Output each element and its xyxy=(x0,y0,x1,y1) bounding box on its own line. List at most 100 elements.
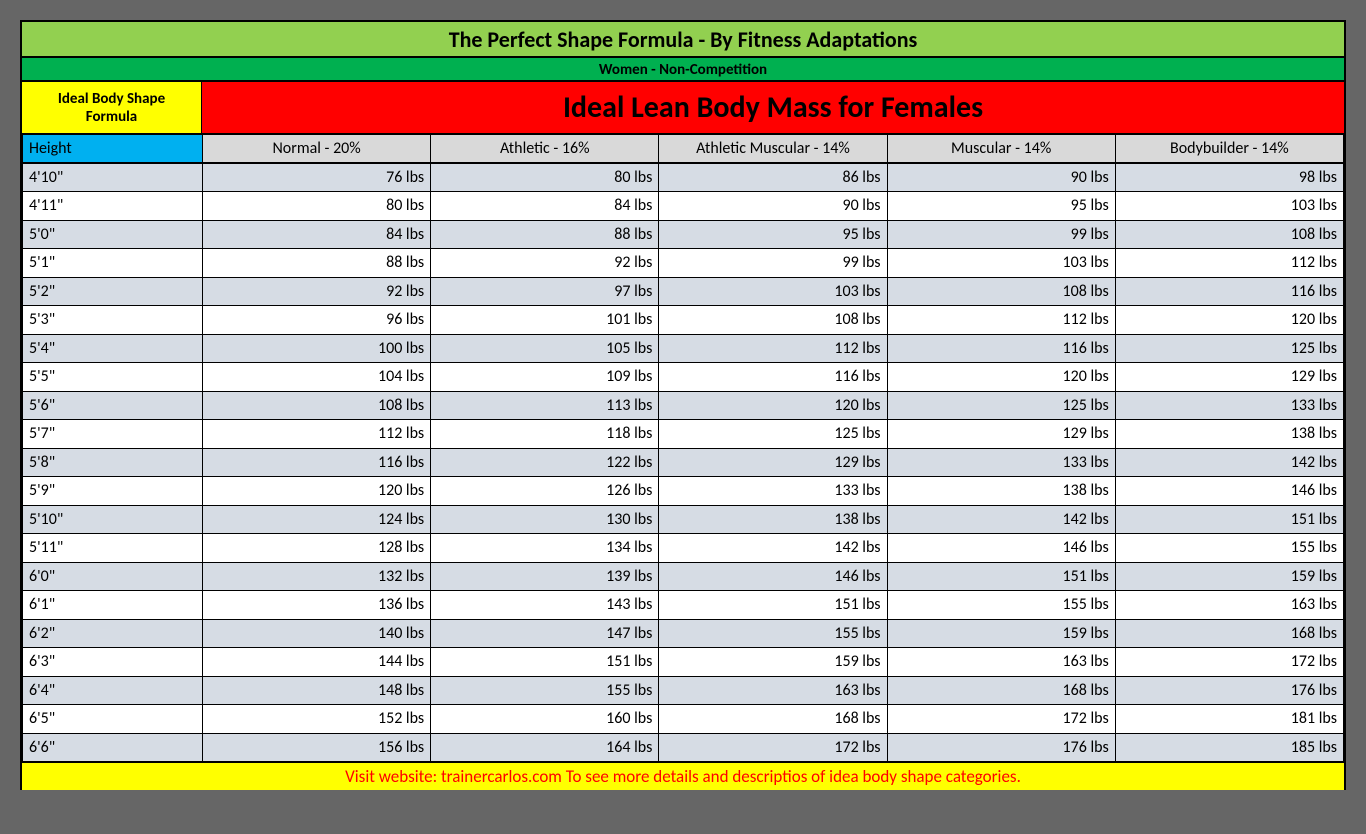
value-cell: 132 lbs xyxy=(203,562,431,591)
table-row: 5'11"128 lbs134 lbs142 lbs146 lbs155 lbs xyxy=(23,534,1344,563)
value-cell: 151 lbs xyxy=(659,591,887,620)
value-cell: 128 lbs xyxy=(203,534,431,563)
value-cell: 109 lbs xyxy=(431,363,659,392)
value-cell: 108 lbs xyxy=(887,277,1115,306)
value-cell: 99 lbs xyxy=(659,249,887,278)
value-cell: 96 lbs xyxy=(203,306,431,335)
value-cell: 112 lbs xyxy=(887,306,1115,335)
value-cell: 176 lbs xyxy=(1115,676,1343,705)
page-title: The Perfect Shape Formula - By Fitness A… xyxy=(22,22,1344,58)
table-row: 5'3"96 lbs101 lbs108 lbs112 lbs120 lbs xyxy=(23,306,1344,335)
table-row: 6'6"156 lbs164 lbs172 lbs176 lbs185 lbs xyxy=(23,733,1344,762)
table-row: 6'2"140 lbs147 lbs155 lbs159 lbs168 lbs xyxy=(23,619,1344,648)
value-cell: 95 lbs xyxy=(659,220,887,249)
value-cell: 116 lbs xyxy=(1115,277,1343,306)
value-cell: 152 lbs xyxy=(203,705,431,734)
value-cell: 143 lbs xyxy=(431,591,659,620)
value-cell: 146 lbs xyxy=(887,534,1115,563)
value-cell: 151 lbs xyxy=(887,562,1115,591)
value-cell: 136 lbs xyxy=(203,591,431,620)
height-header: Height xyxy=(23,135,203,164)
value-cell: 134 lbs xyxy=(431,534,659,563)
col-header: Normal - 20% xyxy=(203,135,431,164)
value-cell: 146 lbs xyxy=(659,562,887,591)
page-subtitle: Women - Non-Competition xyxy=(22,58,1344,82)
value-cell: 139 lbs xyxy=(431,562,659,591)
value-cell: 76 lbs xyxy=(203,163,431,192)
value-cell: 133 lbs xyxy=(887,448,1115,477)
value-cell: 148 lbs xyxy=(203,676,431,705)
value-cell: 120 lbs xyxy=(1115,306,1343,335)
table-row: 5'1"88 lbs92 lbs99 lbs103 lbs112 lbs xyxy=(23,249,1344,278)
value-cell: 108 lbs xyxy=(1115,220,1343,249)
value-cell: 142 lbs xyxy=(659,534,887,563)
table-row: 5'7"112 lbs118 lbs125 lbs129 lbs138 lbs xyxy=(23,420,1344,449)
value-cell: 88 lbs xyxy=(203,249,431,278)
value-cell: 155 lbs xyxy=(431,676,659,705)
value-cell: 90 lbs xyxy=(887,163,1115,192)
value-cell: 172 lbs xyxy=(887,705,1115,734)
value-cell: 159 lbs xyxy=(1115,562,1343,591)
value-cell: 163 lbs xyxy=(887,648,1115,677)
value-cell: 104 lbs xyxy=(203,363,431,392)
main-title: Ideal Lean Body Mass for Females xyxy=(202,82,1344,133)
table-row: 5'2"92 lbs97 lbs103 lbs108 lbs116 lbs xyxy=(23,277,1344,306)
table-row: 6'1"136 lbs143 lbs151 lbs155 lbs163 lbs xyxy=(23,591,1344,620)
value-cell: 156 lbs xyxy=(203,733,431,762)
value-cell: 97 lbs xyxy=(431,277,659,306)
height-cell: 5'2" xyxy=(23,277,203,306)
value-cell: 99 lbs xyxy=(887,220,1115,249)
value-cell: 118 lbs xyxy=(431,420,659,449)
table-row: 5'8"116 lbs122 lbs129 lbs133 lbs142 lbs xyxy=(23,448,1344,477)
value-cell: 103 lbs xyxy=(887,249,1115,278)
value-cell: 103 lbs xyxy=(1115,192,1343,221)
value-cell: 125 lbs xyxy=(887,391,1115,420)
height-cell: 5'8" xyxy=(23,448,203,477)
height-cell: 6'4" xyxy=(23,676,203,705)
value-cell: 129 lbs xyxy=(1115,363,1343,392)
table-row: 5'4"100 lbs105 lbs112 lbs116 lbs125 lbs xyxy=(23,334,1344,363)
value-cell: 116 lbs xyxy=(659,363,887,392)
value-cell: 133 lbs xyxy=(659,477,887,506)
value-cell: 98 lbs xyxy=(1115,163,1343,192)
value-cell: 116 lbs xyxy=(203,448,431,477)
value-cell: 90 lbs xyxy=(659,192,887,221)
section-header: Ideal Body Shape Formula Ideal Lean Body… xyxy=(22,82,1344,134)
value-cell: 185 lbs xyxy=(1115,733,1343,762)
value-cell: 151 lbs xyxy=(431,648,659,677)
value-cell: 84 lbs xyxy=(431,192,659,221)
value-cell: 95 lbs xyxy=(887,192,1115,221)
value-cell: 105 lbs xyxy=(431,334,659,363)
height-cell: 6'2" xyxy=(23,619,203,648)
value-cell: 125 lbs xyxy=(659,420,887,449)
value-cell: 181 lbs xyxy=(1115,705,1343,734)
table-row: 6'4"148 lbs155 lbs163 lbs168 lbs176 lbs xyxy=(23,676,1344,705)
height-cell: 5'9" xyxy=(23,477,203,506)
value-cell: 86 lbs xyxy=(659,163,887,192)
value-cell: 130 lbs xyxy=(431,505,659,534)
value-cell: 155 lbs xyxy=(887,591,1115,620)
value-cell: 84 lbs xyxy=(203,220,431,249)
value-cell: 133 lbs xyxy=(1115,391,1343,420)
col-header: Bodybuilder - 14% xyxy=(1115,135,1343,164)
value-cell: 142 lbs xyxy=(1115,448,1343,477)
height-cell: 5'3" xyxy=(23,306,203,335)
height-cell: 6'6" xyxy=(23,733,203,762)
value-cell: 163 lbs xyxy=(659,676,887,705)
col-header: Athletic - 16% xyxy=(431,135,659,164)
footer-note: Visit website: trainercarlos.com To see … xyxy=(22,762,1344,790)
value-cell: 120 lbs xyxy=(887,363,1115,392)
height-cell: 6'5" xyxy=(23,705,203,734)
value-cell: 92 lbs xyxy=(431,249,659,278)
value-cell: 146 lbs xyxy=(1115,477,1343,506)
value-cell: 138 lbs xyxy=(1115,420,1343,449)
height-cell: 6'1" xyxy=(23,591,203,620)
col-header: Athletic Muscular - 14% xyxy=(659,135,887,164)
value-cell: 112 lbs xyxy=(203,420,431,449)
height-cell: 5'6" xyxy=(23,391,203,420)
table-row: 5'5"104 lbs109 lbs116 lbs120 lbs129 lbs xyxy=(23,363,1344,392)
table-row: 4'10"76 lbs80 lbs86 lbs90 lbs98 lbs xyxy=(23,163,1344,192)
height-cell: 5'5" xyxy=(23,363,203,392)
table-row: 6'5"152 lbs160 lbs168 lbs172 lbs181 lbs xyxy=(23,705,1344,734)
value-cell: 160 lbs xyxy=(431,705,659,734)
